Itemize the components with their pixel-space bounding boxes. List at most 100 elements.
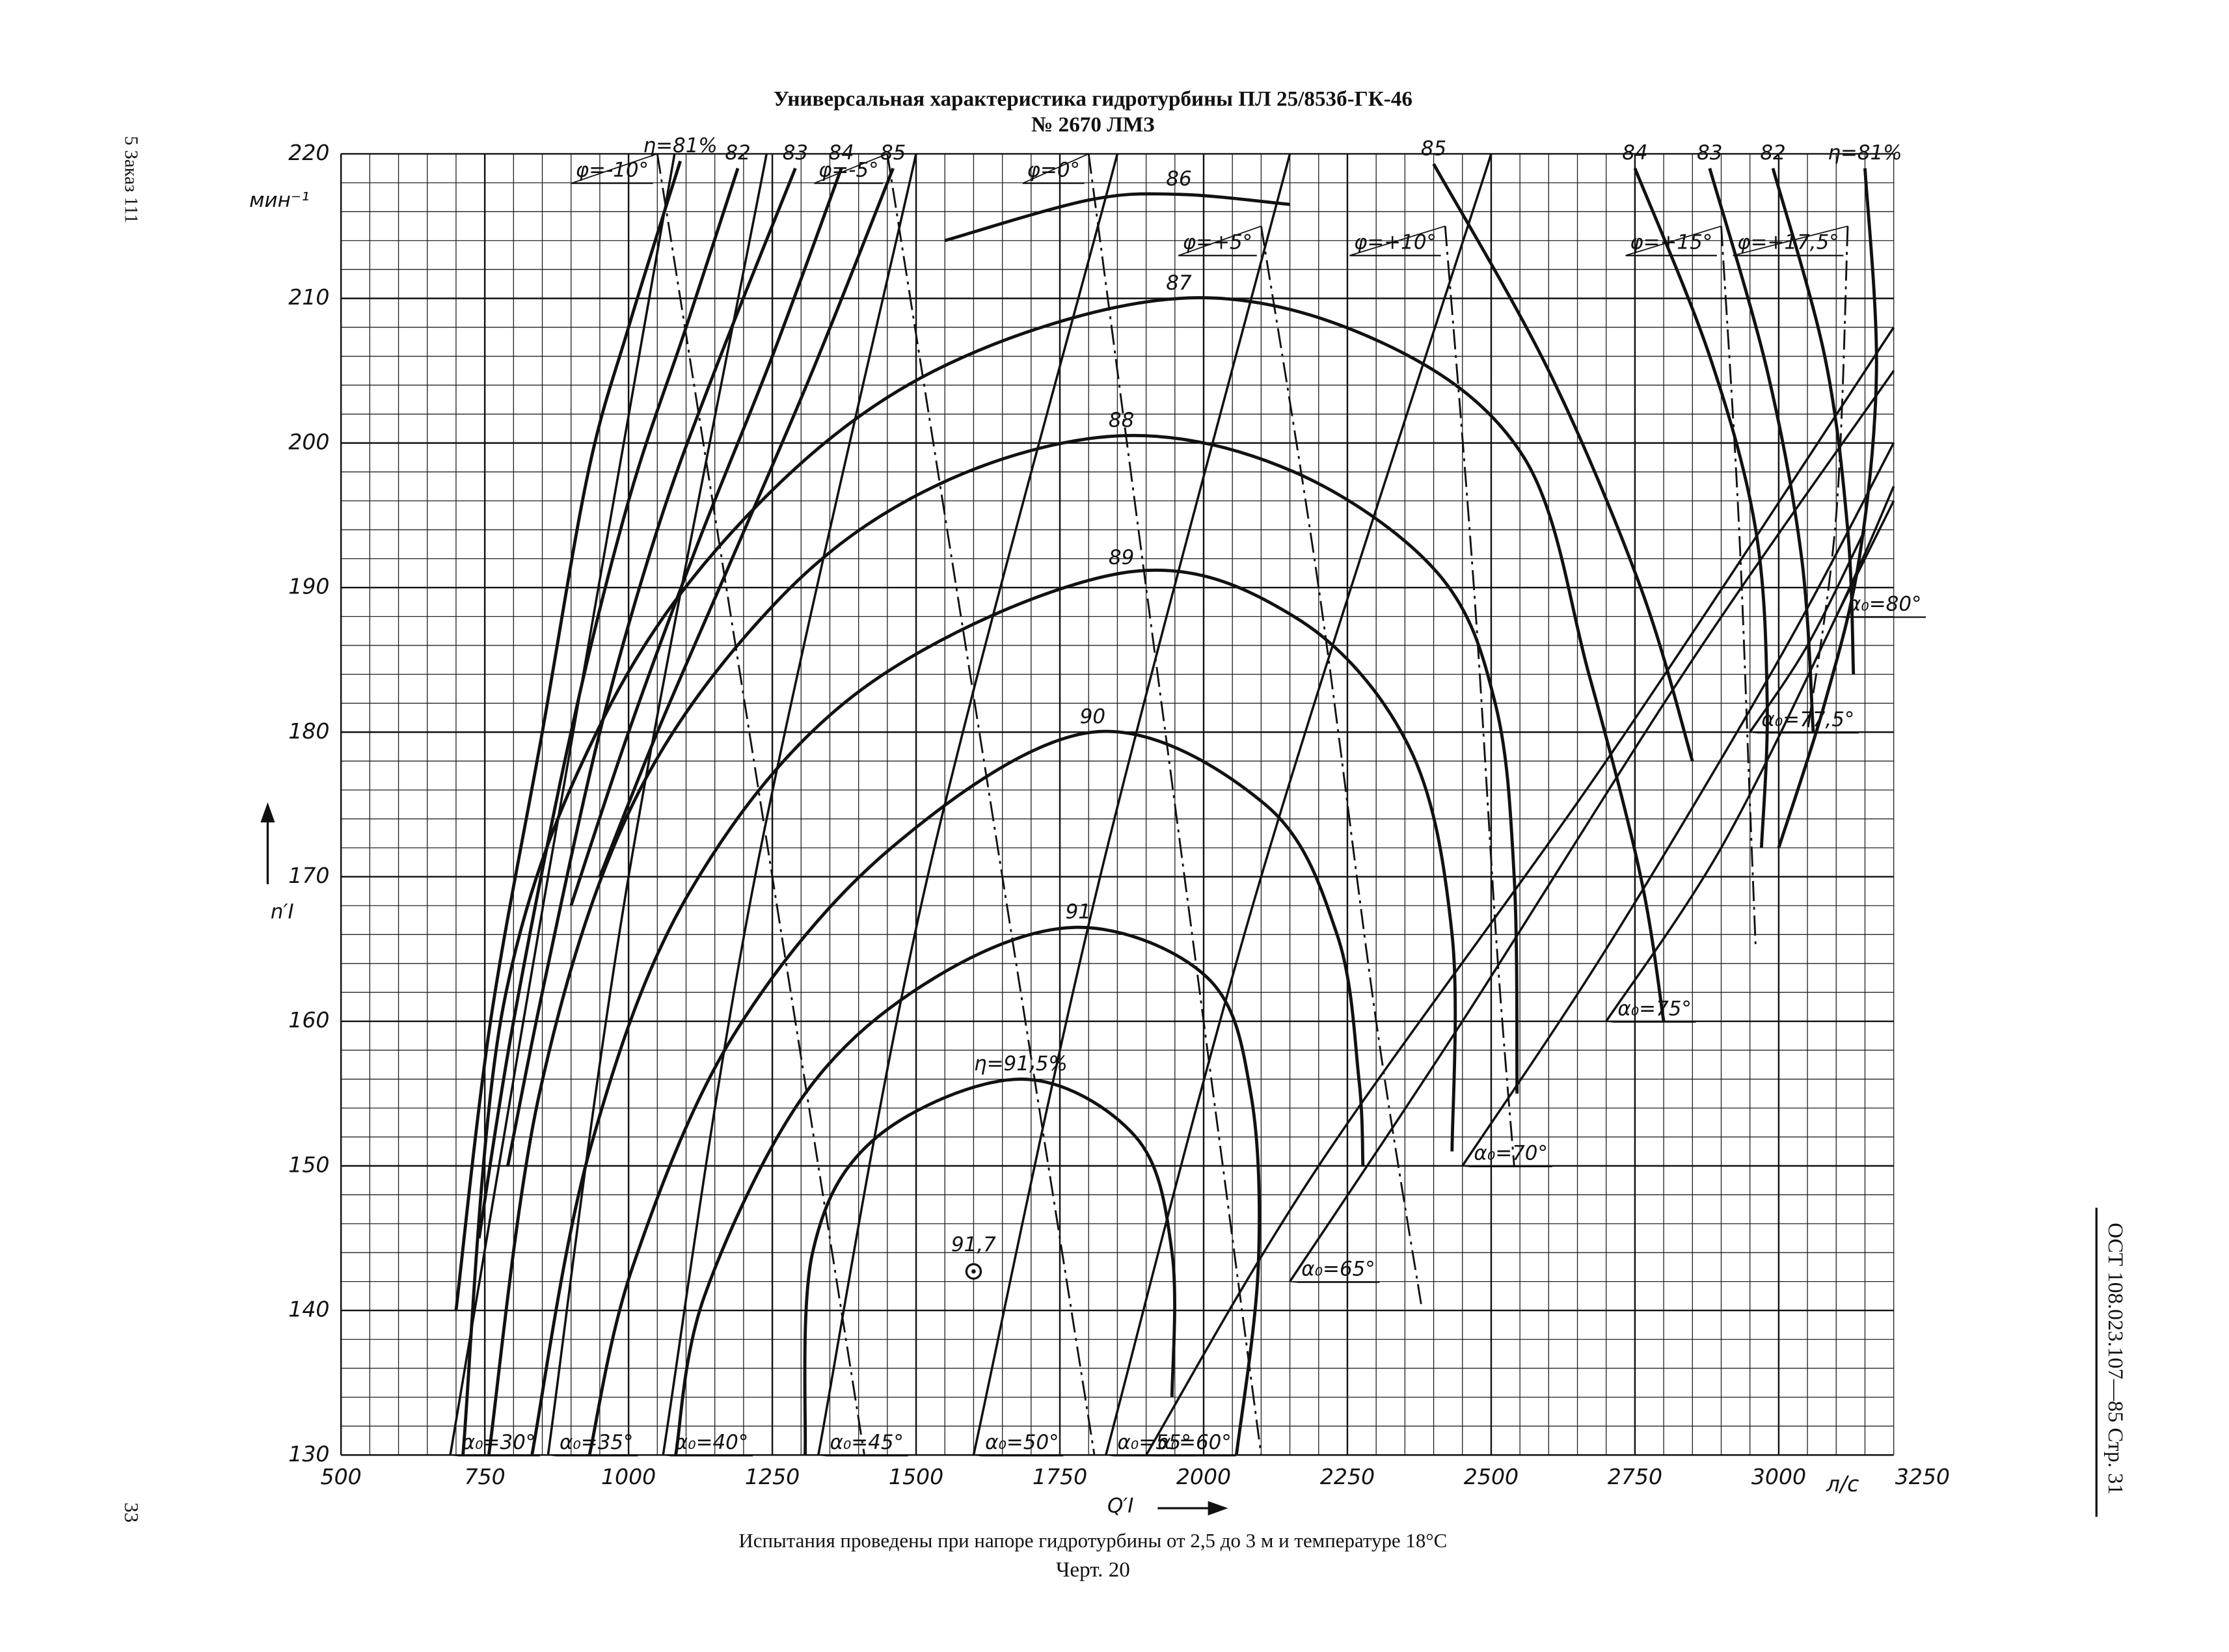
efficiency-contour (1777, 168, 1878, 848)
efficiency-contour (454, 160, 682, 1311)
x-axis-label: Q′I (1107, 1494, 1133, 1517)
x-tick-label: 1500 (889, 1464, 943, 1489)
label-leader (1625, 225, 1722, 256)
guide-vane-line (1145, 327, 1895, 1456)
efficiency-contour-label: 87 (1166, 271, 1192, 295)
efficiency-contour (461, 296, 1666, 1456)
caption: Испытания проведены при напоре гидротурб… (738, 1529, 1447, 1552)
chart-subtitle: № 2670 ЛМЗ (1031, 113, 1155, 137)
efficiency-contour (1432, 163, 1694, 762)
label-leader (814, 153, 888, 184)
label-leader (818, 1454, 826, 1457)
guide-vane-line (1289, 370, 1895, 1282)
guide-vane-line-label: α₀=40° (675, 1431, 749, 1454)
x-tick-label: 500 (321, 1464, 362, 1489)
efficiency-contour (1633, 167, 1769, 848)
x-tick-label: 2750 (1608, 1464, 1662, 1489)
y-tick-label: 130 (288, 1441, 329, 1467)
x-tick-label: 3000 (1751, 1464, 1806, 1489)
guide-vane-line-label: α₀=30° (462, 1431, 536, 1454)
x-tick-label: 750 (465, 1464, 506, 1489)
x-tick-label: 2500 (1464, 1464, 1519, 1489)
y-tick-label: 220 (288, 140, 329, 165)
efficiency-contour-label: 84 (828, 141, 854, 165)
blade-angle-line (886, 154, 1096, 1456)
y-tick-label: 190 (288, 574, 329, 599)
guide-vane-line-label: α₀=50° (985, 1431, 1059, 1454)
guide-vane-line-label: α₀=77,5° (1761, 708, 1854, 731)
label-leader (1836, 616, 1844, 618)
efficiency-contour-label: 85 (880, 141, 906, 165)
label-leader (1733, 225, 1848, 256)
page-number: 33 (120, 1502, 143, 1523)
guide-vane-line (449, 154, 676, 1456)
efficiency-contour (477, 167, 740, 1239)
label-leader (1749, 731, 1757, 734)
x-tick-label: 1000 (601, 1464, 656, 1489)
efficiency-contour (674, 925, 1262, 1456)
label-leader (548, 1454, 556, 1457)
label-leader (1178, 225, 1262, 256)
guide-vane-line (1749, 529, 1867, 733)
y-tick-label: 160 (288, 1007, 329, 1033)
y-tick-label: 180 (288, 718, 329, 744)
efficiency-contour-label: 83 (1697, 141, 1722, 165)
efficiency-contour (588, 729, 1365, 1456)
efficiency-contour-label: η=81% (1828, 141, 1902, 165)
y-tick-label: 200 (288, 429, 329, 454)
x-tick-label: 1750 (1033, 1464, 1087, 1489)
blade-angle-line (1260, 226, 1424, 1311)
guide-vane-line-label: α₀=65° (1301, 1257, 1375, 1280)
efficiency-contour-label: 91 (1066, 900, 1091, 924)
efficiency-contour (598, 167, 895, 878)
guide-vane-line (1105, 153, 1493, 1456)
efficiency-contour-label: 86 (1166, 167, 1191, 191)
label-leader (1146, 1454, 1154, 1457)
x-units: л/с (1826, 1471, 1859, 1496)
label-leader (1349, 225, 1446, 256)
x-tick-label: 3250 (1895, 1464, 1950, 1489)
efficiency-contour-label: 83 (783, 141, 808, 165)
blade-angle-line (1087, 154, 1262, 1456)
blade-angle-line (1444, 226, 1515, 1166)
guide-vane-line (1461, 442, 1895, 1167)
efficiency-contour (506, 167, 797, 1167)
efficiency-contour-label: η=81% (643, 134, 718, 157)
figure-number: Черт. 20 (1056, 1558, 1130, 1582)
guide-vane-line-label: α₀=70° (1474, 1142, 1547, 1165)
label-leader (571, 153, 658, 184)
y-arrow-head (260, 802, 275, 822)
guide-vane-line (972, 153, 1291, 1456)
efficiency-contour-label: 89 (1109, 546, 1134, 569)
y-tick-label: 150 (288, 1152, 329, 1177)
optimum-dot (971, 1269, 976, 1274)
x-tick-label: 1250 (745, 1464, 800, 1489)
efficiency-contour-label: 90 (1080, 705, 1105, 729)
guide-vane-line-label: α₀=80° (1848, 592, 1922, 616)
efficiency-contour (569, 167, 843, 906)
y-tick-label: 170 (288, 863, 329, 888)
y-axis-label: n′I (271, 900, 294, 924)
efficiency-contour-label: 82 (1760, 141, 1785, 165)
y-units: мин⁻¹ (249, 189, 309, 212)
label-leader (1022, 153, 1089, 184)
label-leader (1462, 1165, 1470, 1167)
optimum-label: 91,7 (951, 1233, 996, 1256)
efficiency-contour (944, 192, 1290, 243)
efficiency-contour-label: 85 (1421, 137, 1446, 160)
x-tick-label: 2250 (1320, 1464, 1375, 1489)
chart-title: Универсальная характеристика гидротурбин… (774, 87, 1412, 111)
efficiency-contour-label: η=91,5% (974, 1052, 1068, 1076)
efficiency-contour (530, 568, 1457, 1456)
efficiency-contour (803, 1077, 1176, 1456)
guide-vane-line-label: α₀=45° (830, 1431, 904, 1454)
blade-angle-line (1806, 226, 1849, 733)
y-tick-label: 210 (288, 284, 329, 310)
x-arrow-head (1208, 1500, 1228, 1516)
label-leader (663, 1454, 671, 1457)
margin-note: 5 Заказ 111 (121, 136, 142, 223)
label-leader (450, 1454, 458, 1457)
x-tick-label: 2000 (1176, 1464, 1231, 1489)
